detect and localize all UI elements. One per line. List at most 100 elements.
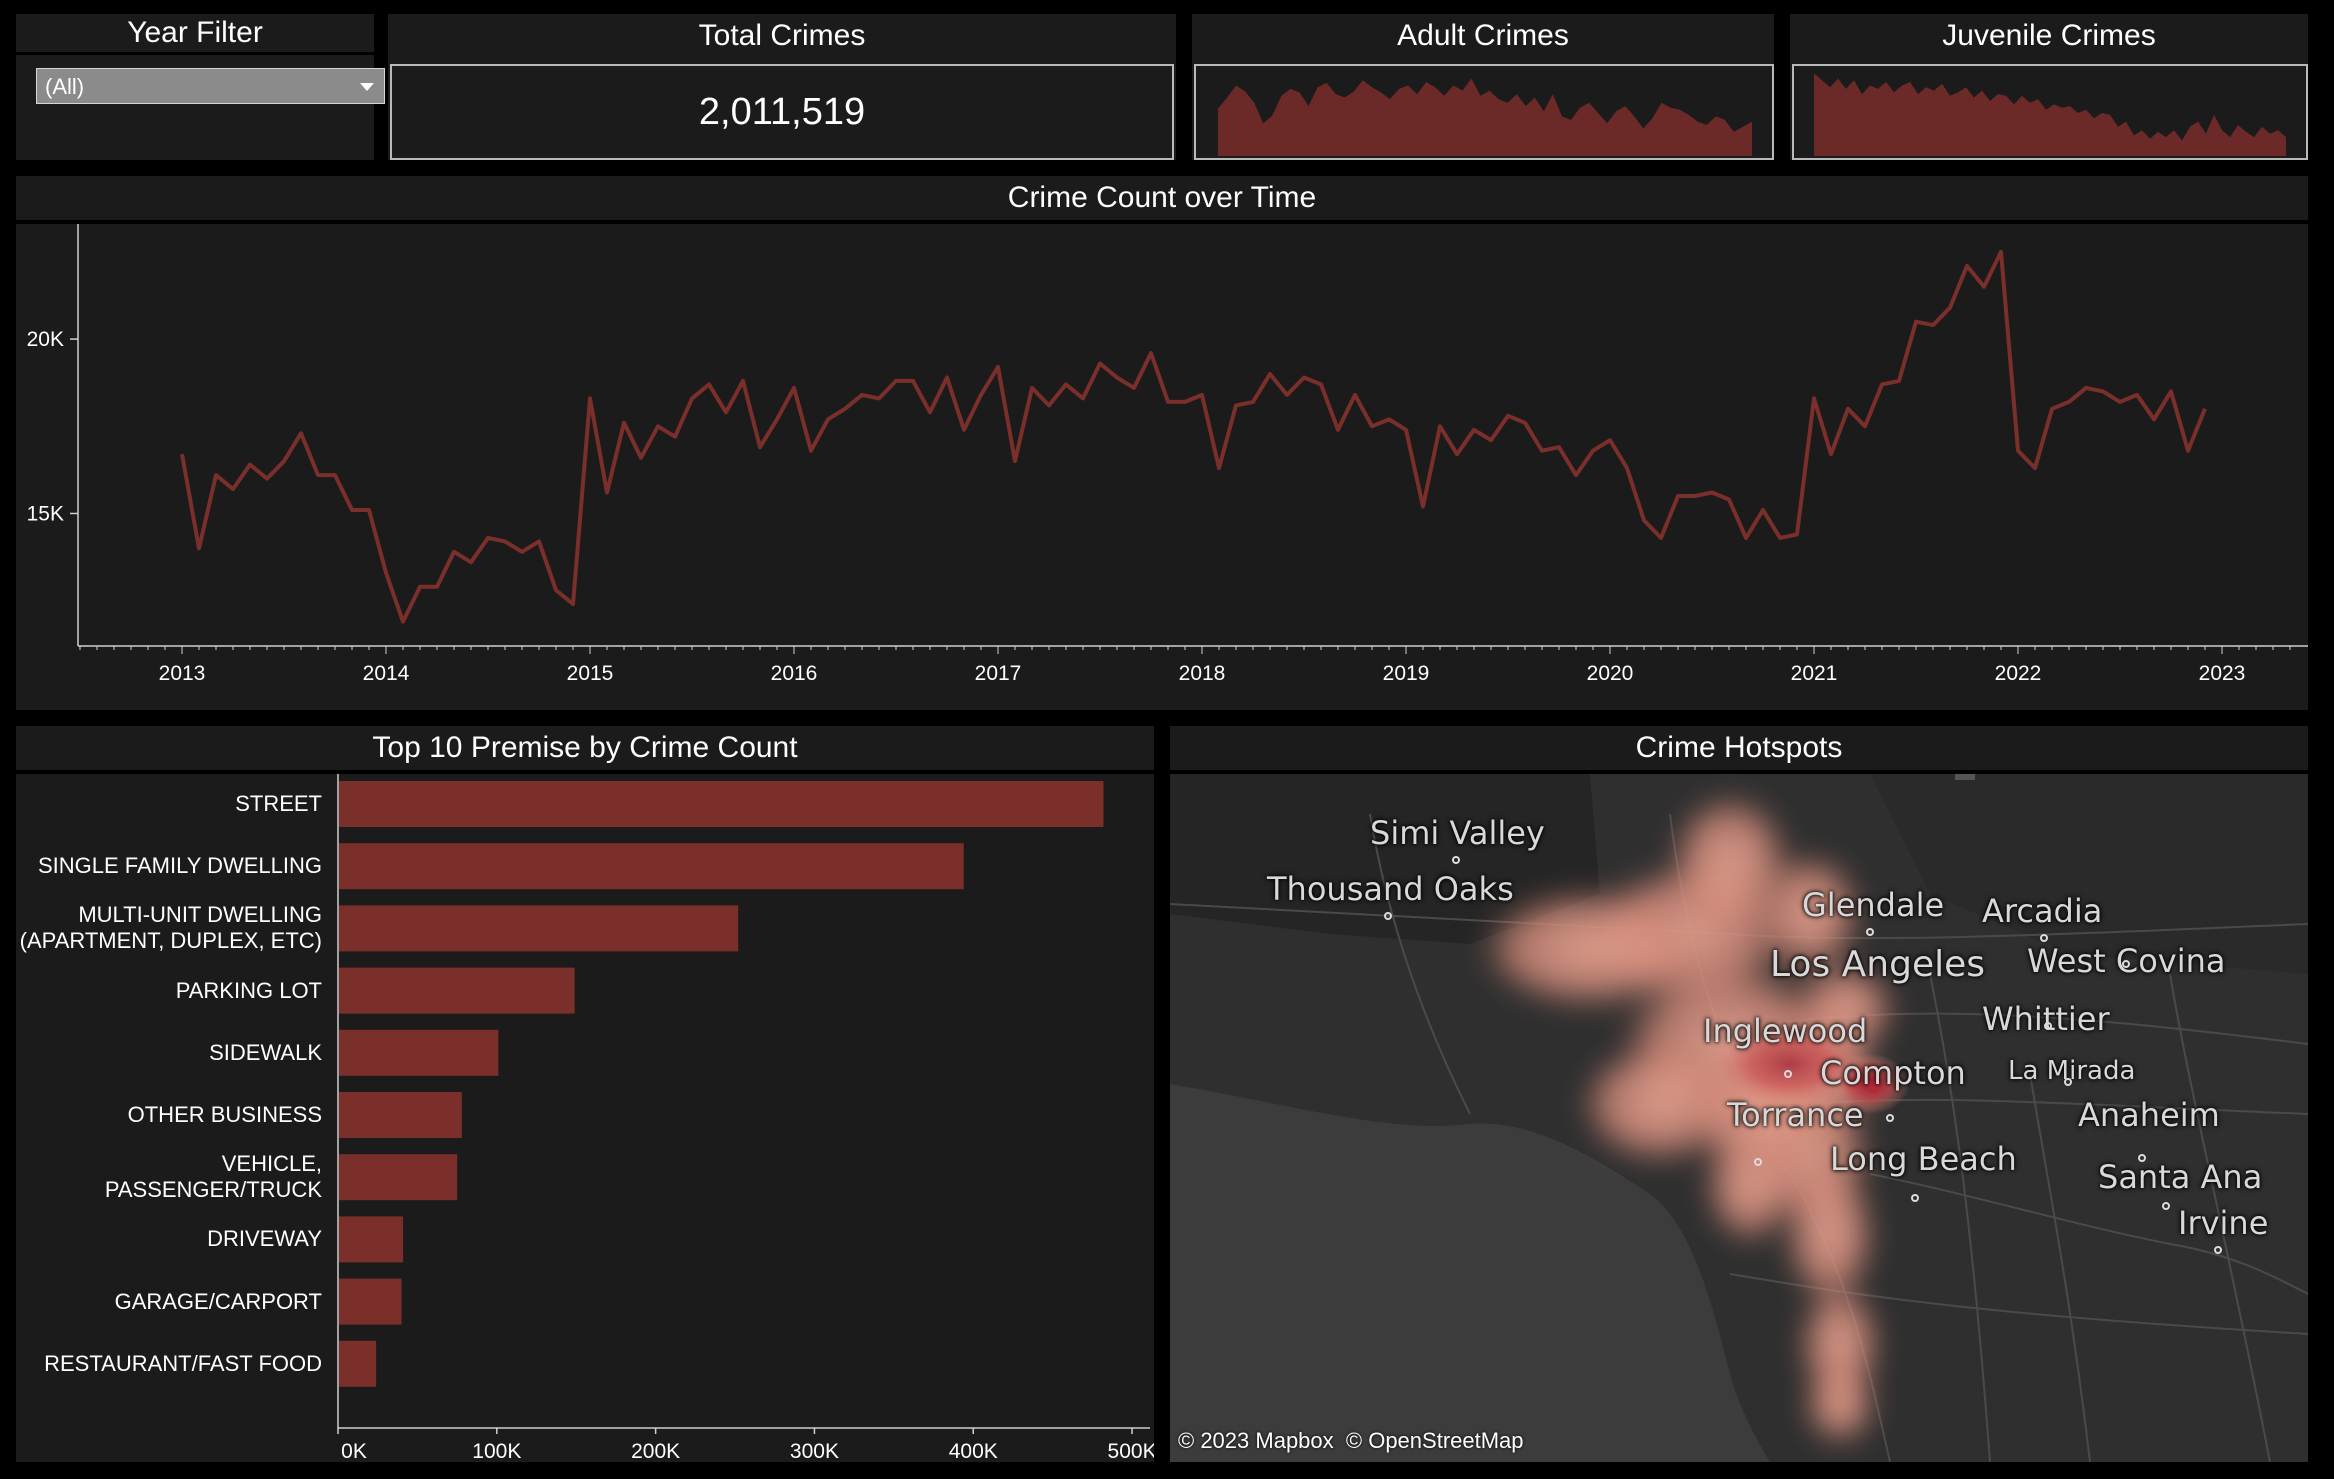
line-point[interactable] — [1420, 503, 1426, 509]
line-point[interactable] — [1777, 535, 1783, 541]
line-point[interactable] — [2032, 465, 2038, 471]
line-point[interactable] — [1726, 497, 1732, 503]
line-point[interactable] — [689, 395, 695, 401]
line-point[interactable] — [910, 378, 916, 384]
line-point[interactable] — [1471, 427, 1477, 433]
line-point[interactable] — [757, 444, 763, 450]
line-point[interactable] — [621, 420, 627, 426]
mapbox-attribution-link[interactable]: © 2023 Mapbox — [1178, 1428, 1334, 1453]
line-point[interactable] — [1947, 305, 1953, 311]
line-point[interactable] — [1692, 493, 1698, 499]
line-point[interactable] — [1845, 406, 1851, 412]
line-point[interactable] — [791, 385, 797, 391]
premise-bar[interactable] — [339, 1278, 402, 1325]
line-point[interactable] — [604, 490, 610, 496]
line-point[interactable] — [213, 472, 219, 478]
line-point[interactable] — [1403, 427, 1409, 433]
line-point[interactable] — [1233, 402, 1239, 408]
premise-bar[interactable] — [339, 1029, 499, 1076]
line-point[interactable] — [1437, 423, 1443, 429]
line-point[interactable] — [1573, 472, 1579, 478]
line-point[interactable] — [1913, 319, 1919, 325]
line-point[interactable] — [1539, 448, 1545, 454]
line-point[interactable] — [1964, 263, 1970, 269]
line-point[interactable] — [1998, 249, 2004, 255]
line-point[interactable] — [1148, 350, 1154, 356]
line-point[interactable] — [2117, 399, 2123, 405]
line-point[interactable] — [1675, 493, 1681, 499]
line-point[interactable] — [1590, 448, 1596, 454]
premise-bar[interactable] — [339, 967, 575, 1014]
line-point[interactable] — [1607, 437, 1613, 443]
line-point[interactable] — [1624, 465, 1630, 471]
line-point[interactable] — [1641, 517, 1647, 523]
line-point[interactable] — [706, 381, 712, 387]
line-point[interactable] — [400, 619, 406, 625]
premise-bar[interactable] — [339, 905, 739, 952]
line-point[interactable] — [1352, 392, 1358, 398]
line-point[interactable] — [2134, 392, 2140, 398]
line-point[interactable] — [485, 535, 491, 541]
line-point[interactable] — [1505, 413, 1511, 419]
line-point[interactable] — [842, 406, 848, 412]
line-point[interactable] — [315, 472, 321, 478]
line-point[interactable] — [519, 549, 525, 555]
line-point[interactable] — [1862, 423, 1868, 429]
line-point[interactable] — [893, 378, 899, 384]
premise-bar[interactable] — [339, 1340, 377, 1387]
line-point[interactable] — [179, 451, 185, 457]
line-point[interactable] — [281, 458, 287, 464]
line-point[interactable] — [366, 507, 372, 513]
line-point[interactable] — [672, 434, 678, 440]
line-point[interactable] — [1165, 399, 1171, 405]
line-point[interactable] — [2202, 406, 2208, 412]
line-point[interactable] — [1080, 395, 1086, 401]
line-point[interactable] — [1811, 395, 1817, 401]
line-point[interactable] — [2066, 399, 2072, 405]
line-point[interactable] — [1267, 371, 1273, 377]
line-point[interactable] — [1709, 490, 1715, 496]
line-point[interactable] — [383, 570, 389, 576]
line-point[interactable] — [1794, 531, 1800, 537]
line-point[interactable] — [1097, 361, 1103, 367]
premise-bar[interactable] — [339, 843, 964, 890]
line-point[interactable] — [1114, 374, 1120, 380]
line-point[interactable] — [859, 392, 865, 398]
premise-bar[interactable] — [339, 1216, 404, 1263]
line-point[interactable] — [1369, 423, 1375, 429]
line-point[interactable] — [434, 584, 440, 590]
line-point[interactable] — [230, 486, 236, 492]
crime-count-line[interactable] — [180, 249, 2207, 624]
line-point[interactable] — [1335, 427, 1341, 433]
line-point[interactable] — [451, 549, 457, 555]
line-point[interactable] — [1386, 416, 1392, 422]
line-point[interactable] — [2168, 388, 2174, 394]
line-point[interactable] — [1981, 284, 1987, 290]
line-point[interactable] — [638, 455, 644, 461]
line-point[interactable] — [876, 395, 882, 401]
line-point[interactable] — [2083, 385, 2089, 391]
line-point[interactable] — [1012, 458, 1018, 464]
openstreetmap-attribution-link[interactable]: © OpenStreetMap — [1345, 1428, 1524, 1453]
line-point[interactable] — [1029, 385, 1035, 391]
line-point[interactable] — [332, 472, 338, 478]
line-point[interactable] — [655, 423, 661, 429]
line-point[interactable] — [536, 538, 542, 544]
line-point[interactable] — [247, 462, 253, 468]
line-point[interactable] — [1063, 381, 1069, 387]
line-point[interactable] — [1182, 399, 1188, 405]
line-point[interactable] — [553, 587, 559, 593]
premise-bar[interactable] — [339, 1154, 458, 1201]
line-point[interactable] — [2100, 388, 2106, 394]
line-point[interactable] — [1488, 437, 1494, 443]
line-point[interactable] — [825, 416, 831, 422]
line-point[interactable] — [927, 409, 933, 415]
line-point[interactable] — [264, 476, 270, 482]
line-point[interactable] — [1318, 381, 1324, 387]
line-point[interactable] — [1522, 420, 1528, 426]
line-point[interactable] — [1216, 465, 1222, 471]
line-point[interactable] — [808, 448, 814, 454]
line-point[interactable] — [1828, 451, 1834, 457]
line-point[interactable] — [944, 374, 950, 380]
line-point[interactable] — [723, 409, 729, 415]
